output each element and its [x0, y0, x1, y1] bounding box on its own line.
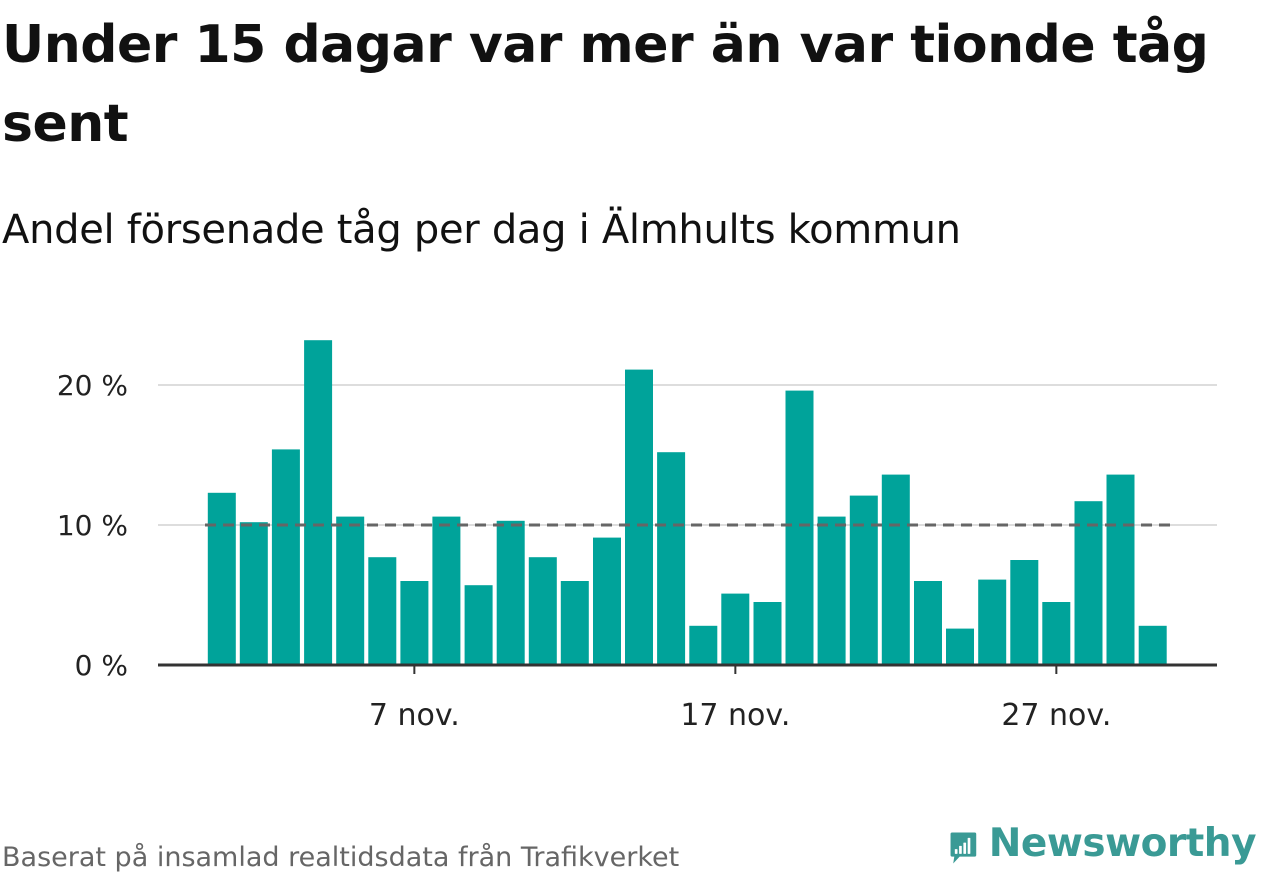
bar: [496, 520, 525, 665]
bar: [625, 369, 653, 665]
chart-title: Under 15 dagar var mer än var tionde tåg…: [2, 15, 1209, 154]
bar: [881, 474, 910, 665]
bar: [1106, 474, 1135, 665]
bar: [464, 585, 493, 665]
y-axis-labels: 0 % 10 % 20 %: [57, 369, 128, 682]
bar: [432, 516, 461, 665]
bar: [978, 579, 1007, 665]
y-tick-label: 10 %: [57, 509, 128, 542]
bar: [1010, 560, 1039, 665]
bar: [946, 628, 974, 665]
x-tick-label: 27 nov.: [1001, 698, 1111, 733]
x-axis-labels: 7 nov. 17 nov. 27 nov.: [369, 665, 1111, 733]
bar: [368, 557, 397, 665]
y-tick-label: 0 %: [75, 649, 128, 682]
brand-name: Newsworthy: [988, 821, 1257, 866]
x-tick-label: 7 nov.: [369, 698, 460, 733]
bar: [1074, 501, 1103, 665]
bar: [914, 581, 942, 665]
bar: [849, 495, 878, 665]
bar: [560, 581, 589, 665]
bar: [1042, 602, 1071, 665]
bar-chart: 0 % 10 % 20 % 7 nov. 17 nov. 27 nov.: [57, 340, 1217, 733]
bar: [1138, 625, 1167, 665]
chart-subtitle: Andel försenade tåg per dag i Älmhults k…: [2, 207, 961, 253]
bar: [239, 522, 268, 665]
bar: [657, 452, 686, 665]
source-note: Baserat på insamlad realtidsdata från Tr…: [2, 842, 680, 873]
bars: [207, 340, 1167, 665]
bar: [304, 340, 333, 665]
y-tick-label: 20 %: [57, 369, 128, 402]
bar: [271, 449, 300, 665]
brand-logo: Newsworthy: [950, 817, 1257, 879]
bar: [753, 602, 782, 665]
bar: [400, 581, 429, 665]
bar: [721, 593, 750, 665]
bar: [336, 516, 365, 665]
bar: [207, 492, 236, 665]
bar: [593, 537, 621, 665]
bar: [528, 557, 557, 665]
bar: [785, 390, 814, 665]
bar: [689, 625, 718, 665]
newsworthy-logo-icon: [950, 832, 977, 864]
x-tick-label: 17 nov.: [680, 698, 790, 733]
bar: [817, 516, 846, 665]
